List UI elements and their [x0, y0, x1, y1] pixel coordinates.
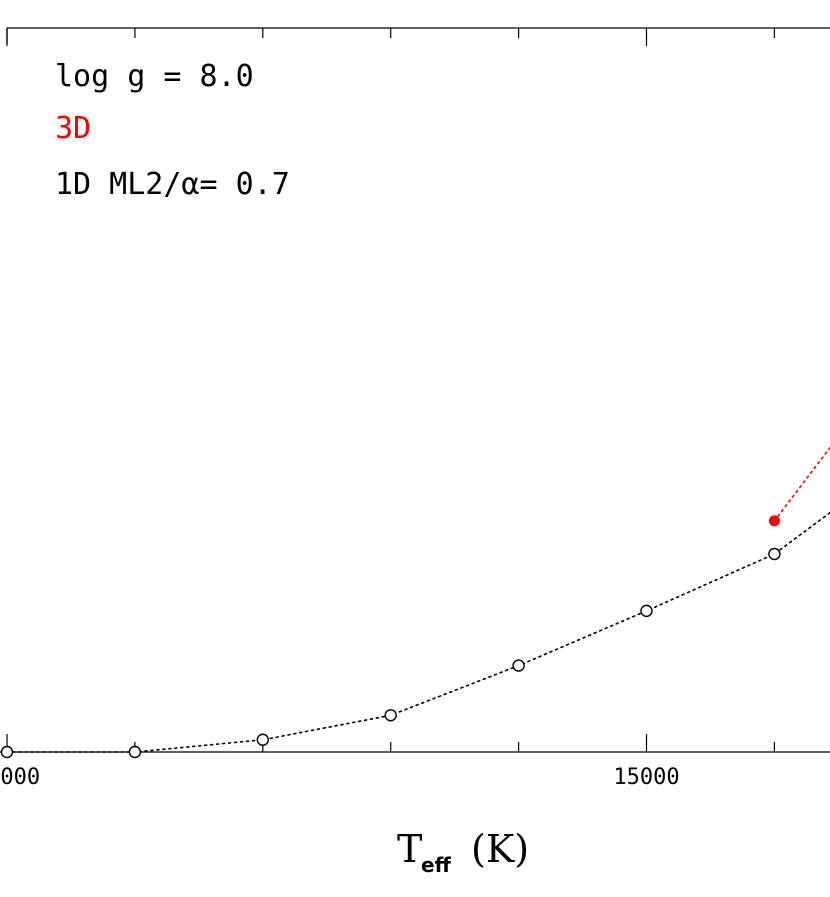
legend-label-1d: 1D ML2/α= 0.7 [55, 167, 290, 202]
data-point-3d [768, 515, 780, 527]
series-lines [6, 446, 830, 753]
data-point-1d [640, 604, 653, 618]
data-point-1d [384, 709, 397, 722]
annotation-logg: log g = 8.0 [55, 59, 254, 94]
x-axis-title-main: T [397, 827, 422, 871]
legend-label-3d: 3D [55, 111, 91, 146]
x-tick-label: 20000 [0, 765, 40, 790]
data-point-1d [512, 659, 525, 672]
series-markers [0, 515, 781, 759]
data-point-1d [256, 733, 269, 746]
x-axis-title: T eff (K) [397, 827, 529, 877]
series-line-3d [773, 446, 830, 522]
x-axis-title-subscript: eff [421, 853, 452, 877]
data-point-1d [0, 745, 14, 759]
x-tick-label: 15000 [613, 765, 679, 790]
series-line-1d [6, 511, 830, 753]
data-point-1d [128, 745, 142, 759]
axis-ticks [6, 28, 776, 752]
data-point-1d [768, 547, 781, 561]
plot-frame [0, 27, 830, 753]
x-tick-labels: 200001500010000 [0, 765, 680, 790]
x-axis-title-unit: (K) [471, 827, 529, 871]
